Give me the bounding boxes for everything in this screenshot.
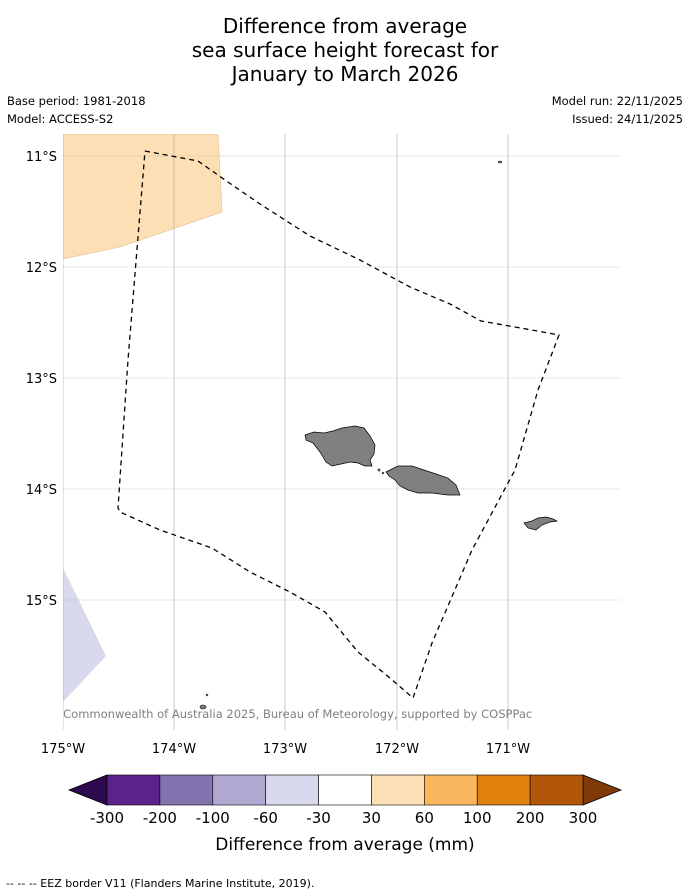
colorbar-segment bbox=[318, 774, 372, 806]
graticule bbox=[63, 134, 620, 730]
map-title: Difference from average sea surface heig… bbox=[0, 14, 690, 86]
colorbar-tick-label: -30 bbox=[306, 809, 331, 827]
colorbar-low-extension bbox=[67, 774, 108, 806]
lon-label: 175°W bbox=[41, 742, 85, 757]
colorbar-segment bbox=[159, 774, 214, 806]
islet-swains bbox=[497, 160, 503, 164]
island-savaii bbox=[304, 425, 376, 467]
lon-label: 174°W bbox=[152, 742, 196, 757]
anomaly-region-positive bbox=[63, 134, 223, 260]
colorbar-tick-label: -60 bbox=[253, 809, 278, 827]
title-line-1: Difference from average bbox=[222, 14, 468, 38]
eez-legend-note: -- -- -- EEZ border V11 (Flanders Marine… bbox=[6, 877, 315, 890]
lat-label: 13°S bbox=[26, 372, 57, 387]
lat-label: 14°S bbox=[26, 483, 57, 498]
lat-label: 15°S bbox=[26, 594, 57, 609]
colorbar-tick-label: 100 bbox=[463, 809, 492, 827]
lat-label: 11°S bbox=[26, 150, 57, 165]
colorbar: -300 -200 -100 -60 -30 30 60 100 200 300 Differen… bbox=[67, 774, 623, 855]
colorbar-tick-label: 60 bbox=[415, 809, 434, 827]
islet-south-2 bbox=[205, 693, 209, 697]
colorbar-label: Difference from average (mm) bbox=[215, 835, 474, 855]
islet bbox=[381, 471, 385, 475]
colorbar-segment bbox=[424, 774, 478, 806]
islet bbox=[377, 468, 381, 472]
title-line-2: sea surface height forecast for bbox=[191, 38, 499, 62]
island-upolu bbox=[385, 465, 461, 496]
colorbar-high-extension bbox=[582, 774, 623, 806]
colorbar-tick-label: 300 bbox=[569, 809, 598, 827]
base-period: Base period: 1981-2018 bbox=[7, 94, 146, 108]
lon-label: 172°W bbox=[375, 742, 419, 757]
map-plot-area: © Commonwealth of Australia 2025, Bureau… bbox=[48, 134, 620, 730]
island-tutuila bbox=[523, 516, 559, 531]
model-name: Model: ACCESS-S2 bbox=[7, 112, 114, 126]
colorbar-segment bbox=[371, 774, 425, 806]
colorbar-segment bbox=[476, 774, 531, 806]
colorbar-tick-label: 200 bbox=[516, 809, 545, 827]
anomaly-region-negative bbox=[63, 568, 106, 702]
colorbar-segment bbox=[106, 774, 161, 806]
colorbar-segment bbox=[212, 774, 266, 806]
longitude-labels: 175°W 174°W 173°W 172°W 171°W bbox=[41, 742, 530, 757]
colorbar-segment bbox=[265, 774, 319, 806]
colorbar-tick-label: -200 bbox=[143, 809, 177, 827]
islet-south bbox=[199, 704, 207, 710]
colorbar-tick-label: -300 bbox=[90, 809, 124, 827]
colorbar-tick-label: 30 bbox=[362, 809, 381, 827]
title-line-3: January to March 2026 bbox=[231, 62, 459, 86]
copyright-notice: © Commonwealth of Australia 2025, Bureau… bbox=[48, 707, 532, 721]
lon-label: 171°W bbox=[486, 742, 530, 757]
lon-label: 173°W bbox=[263, 742, 307, 757]
eez-border bbox=[117, 150, 560, 700]
issued-date: Issued: 24/11/2025 bbox=[572, 112, 683, 126]
colorbar-tick-label: -100 bbox=[196, 809, 230, 827]
model-run: Model run: 22/11/2025 bbox=[551, 94, 683, 108]
colorbar-segment bbox=[529, 774, 584, 806]
latitude-labels: 11°S 12°S 13°S 14°S 15°S bbox=[26, 150, 57, 609]
lat-label: 12°S bbox=[26, 261, 57, 276]
